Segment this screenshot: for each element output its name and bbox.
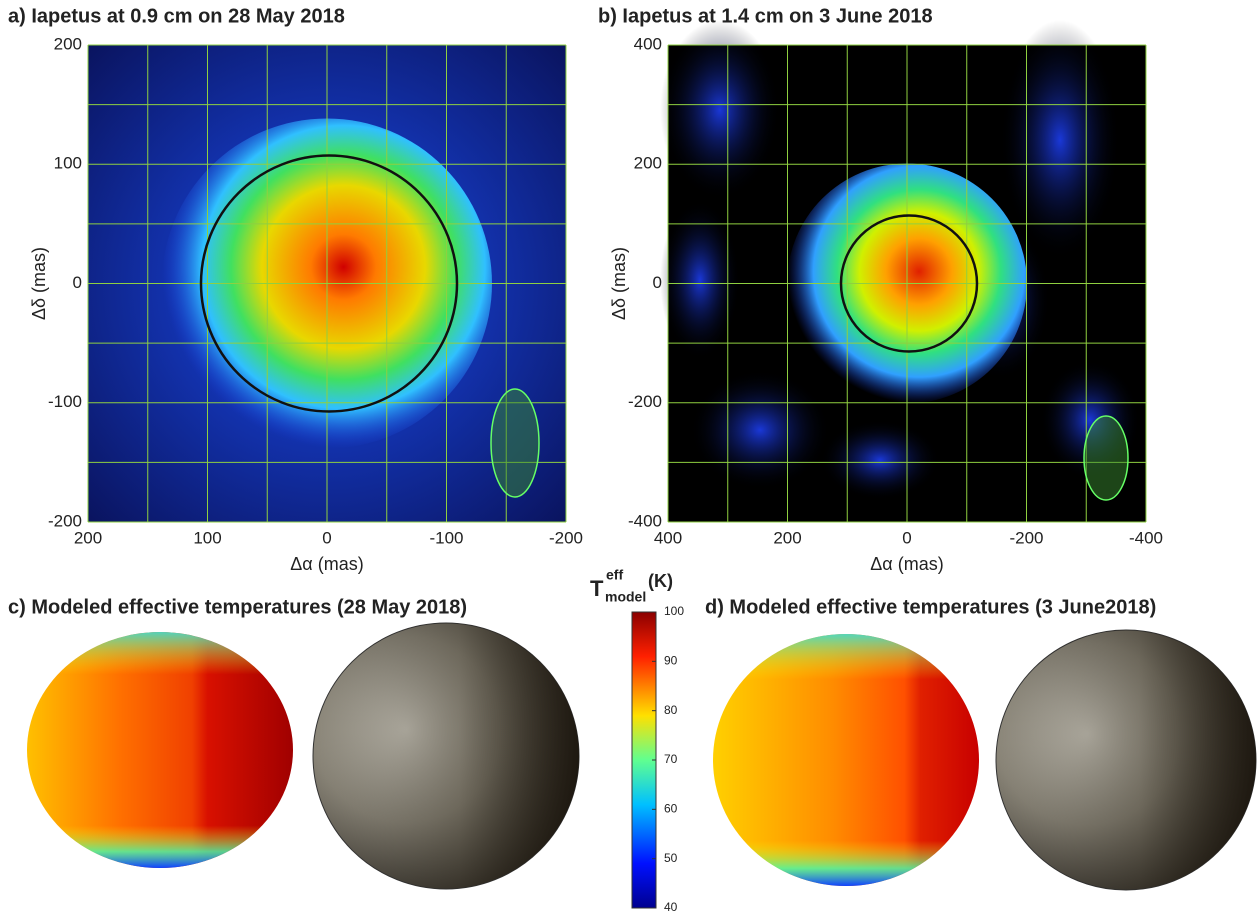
x-tick-label: 0 — [902, 528, 911, 547]
beam — [1083, 415, 1129, 501]
globe-panel-c — [27, 622, 580, 890]
colorbar-label: T — [590, 576, 604, 601]
disk-outline — [199, 154, 459, 413]
noise-patch — [690, 370, 830, 490]
noise-patch — [660, 200, 740, 360]
y-tick-label: -200 — [48, 511, 82, 530]
y-tick-label: 100 — [54, 154, 82, 173]
x-axis-label: Δα (mas) — [870, 554, 943, 574]
noise-patch — [820, 420, 940, 500]
y-tick-label: 0 — [73, 273, 82, 292]
colorbar-tick-label: 70 — [664, 752, 678, 766]
x-tick-label: 200 — [74, 528, 102, 547]
colorbar-tick-label: 50 — [664, 851, 678, 865]
x-tick-label: 400 — [654, 528, 682, 547]
y-tick-label: 0 — [653, 273, 662, 292]
y-tick-label: 200 — [634, 154, 662, 173]
globe-panel-d — [713, 629, 1257, 891]
noise-patch — [1000, 20, 1120, 260]
x-tick-label: 0 — [322, 528, 331, 547]
x-tick-label: -200 — [1009, 528, 1043, 547]
y-axis-label: Δδ (mas) — [29, 247, 49, 320]
colorbar-label-sub: model — [605, 589, 646, 605]
y-tick-label: 200 — [54, 34, 82, 53]
y-tick-label: -100 — [48, 392, 82, 411]
x-tick-label: -100 — [429, 528, 463, 547]
y-tick-label: -200 — [628, 392, 662, 411]
x-tick-label: 200 — [773, 528, 801, 547]
y-tick-label: -400 — [628, 511, 662, 530]
panel-title: b) Iapetus at 1.4 cm on 3 June 2018 — [598, 5, 933, 27]
panel-title: a) Iapetus at 0.9 cm on 28 May 2018 — [8, 5, 345, 27]
x-tick-label: -400 — [1129, 528, 1163, 547]
y-tick-label: 400 — [634, 34, 662, 53]
map-panel — [660, 20, 1147, 523]
x-axis-label: Δα (mas) — [290, 554, 363, 574]
colorbar-label-sup: eff — [606, 567, 623, 583]
colorbar-tick-label: 60 — [664, 802, 678, 816]
noise-patch — [660, 20, 780, 200]
x-tick-label: 100 — [193, 528, 221, 547]
x-tick-label: -200 — [549, 528, 583, 547]
panel-title: c) Modeled effective temperatures (28 Ma… — [8, 596, 467, 618]
beam — [490, 388, 540, 498]
panel-title: d) Modeled effective temperatures (3 Jun… — [705, 596, 1156, 618]
colorbar-tick-label: 90 — [664, 654, 678, 668]
colorbar-unit: (K) — [648, 571, 673, 591]
colorbar-tick-label: 80 — [664, 703, 678, 717]
colorbar-tick-label: 40 — [664, 900, 678, 914]
map-panel — [87, 44, 567, 523]
disk-outline — [839, 214, 979, 353]
y-axis-label: Δδ (mas) — [609, 247, 629, 320]
colorbar-tick-label: 100 — [664, 604, 684, 618]
